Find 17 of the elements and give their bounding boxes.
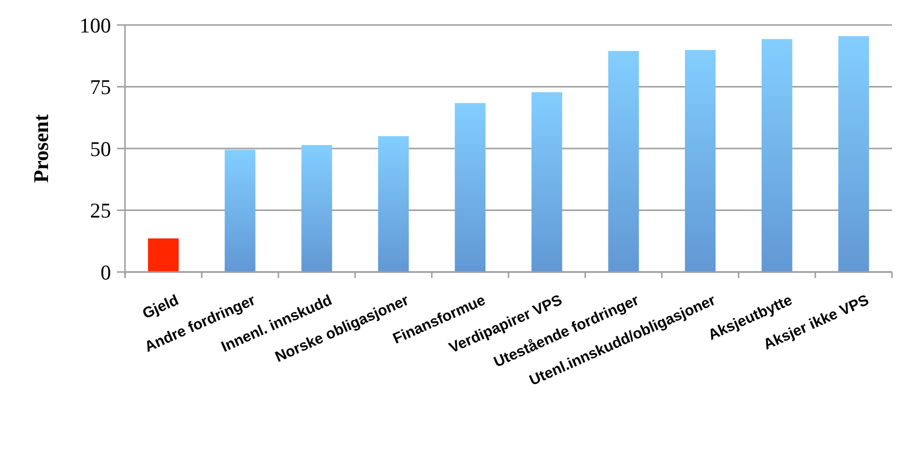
y-tick-label: 100	[80, 13, 111, 38]
bar	[608, 50, 639, 272]
y-tick-label: 25	[90, 198, 111, 223]
bar	[684, 50, 716, 272]
x-tick-label: Gjeld	[140, 292, 182, 323]
bar	[762, 39, 792, 272]
bar	[454, 103, 486, 272]
y-tick-label: 50	[90, 136, 111, 161]
bar	[301, 145, 332, 272]
bar	[224, 150, 256, 272]
y-tick-label: 0	[100, 260, 111, 284]
y-axis-title: Prosent	[29, 114, 53, 183]
bar	[838, 36, 869, 272]
bar	[532, 92, 562, 272]
bar	[148, 238, 179, 272]
bar	[378, 136, 409, 272]
y-tick-label: 75	[90, 75, 111, 100]
